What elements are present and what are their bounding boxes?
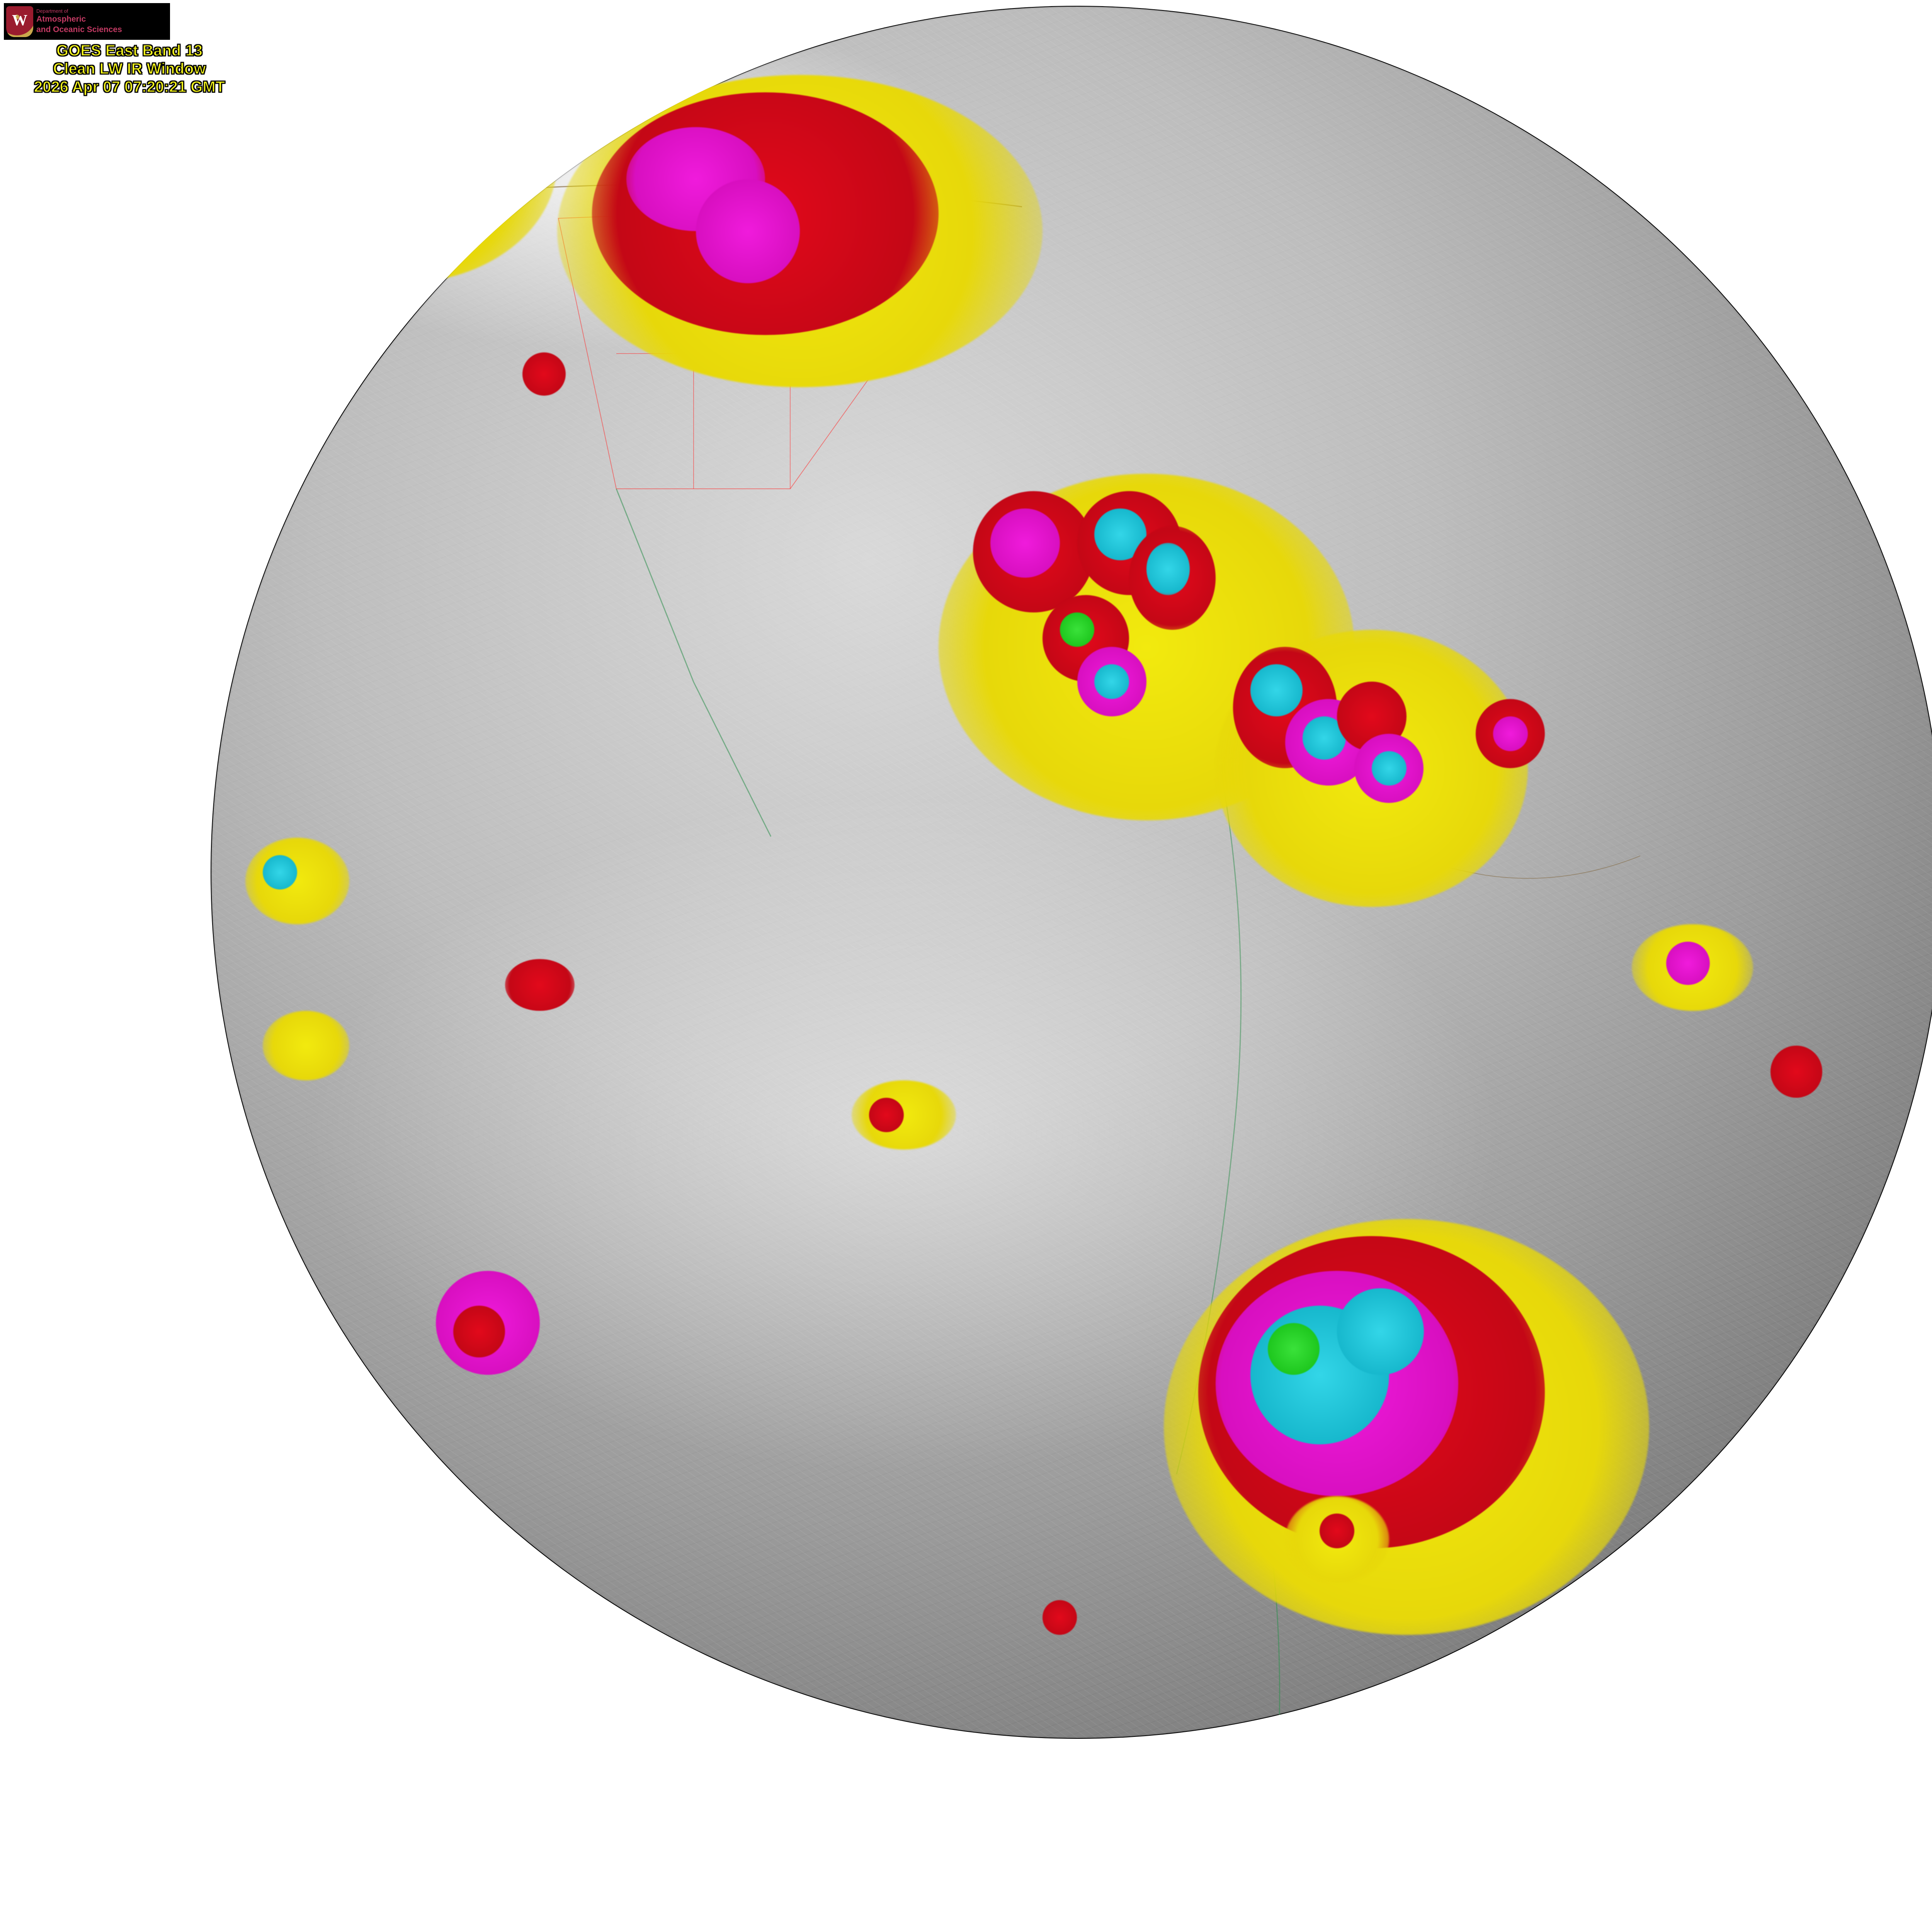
storm-cloud-cluster[interactable]	[1060, 612, 1095, 647]
storm-cloud-cluster[interactable]	[1372, 751, 1406, 786]
storm-cloud-cluster[interactable]	[1043, 1600, 1077, 1635]
organization-name-label: Department of Atmospheric and Oceanic Sc…	[36, 8, 122, 35]
storm-cloud-cluster[interactable]	[1250, 664, 1303, 716]
satellite-image-stage: Department of Atmospheric and Oceanic Sc…	[0, 0, 1932, 1932]
storm-cloud-cluster[interactable]	[1094, 664, 1129, 699]
storm-cloud-cluster[interactable]	[1666, 942, 1709, 985]
storm-cloud-cluster[interactable]	[696, 179, 800, 283]
storm-cloud-cluster[interactable]	[505, 959, 574, 1011]
storm-cloud-cluster[interactable]	[1493, 716, 1528, 751]
mesoscale-convective-system[interactable]	[1268, 1323, 1320, 1375]
storm-cloud-cluster[interactable]	[990, 509, 1060, 578]
storm-cloud-cluster[interactable]	[263, 1011, 349, 1080]
storm-cloud-cluster[interactable]	[522, 352, 566, 396]
storm-cloud-cluster[interactable]	[1320, 1514, 1354, 1548]
mesoscale-convective-system[interactable]	[1337, 1288, 1423, 1375]
storm-cloud-cluster[interactable]	[453, 1306, 505, 1358]
storm-cloud-cluster[interactable]	[1770, 1046, 1823, 1098]
storm-cloud-cluster[interactable]	[852, 1080, 956, 1150]
storm-cloud-cluster[interactable]	[263, 855, 298, 890]
satellite-full-disk-globe[interactable]	[211, 6, 1932, 1739]
organization-logo-block: Department of Atmospheric and Oceanic Sc…	[4, 3, 170, 40]
storm-cloud-cluster[interactable]	[1146, 543, 1190, 595]
storm-cloud-cluster[interactable]	[297, 84, 366, 153]
storm-cloud-cluster[interactable]	[869, 1098, 904, 1133]
university-shield-icon	[6, 6, 33, 37]
storm-cloud-cluster[interactable]	[245, 838, 349, 924]
